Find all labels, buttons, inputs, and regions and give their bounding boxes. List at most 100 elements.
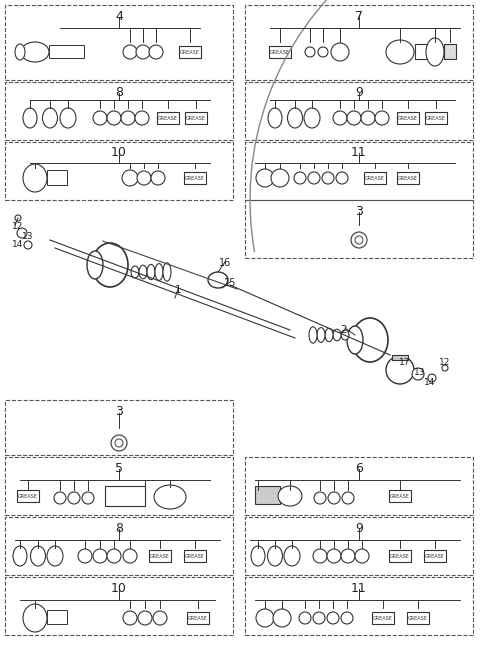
Ellipse shape xyxy=(23,164,47,192)
Text: 17: 17 xyxy=(399,358,411,367)
Bar xyxy=(397,172,419,184)
Circle shape xyxy=(318,47,328,57)
Text: 14: 14 xyxy=(12,240,24,249)
Ellipse shape xyxy=(386,40,414,64)
Text: 9: 9 xyxy=(355,522,363,535)
Circle shape xyxy=(386,356,414,384)
Ellipse shape xyxy=(325,329,333,342)
Bar xyxy=(245,457,473,515)
Ellipse shape xyxy=(92,243,128,287)
Circle shape xyxy=(137,171,151,185)
Bar xyxy=(47,170,67,185)
Bar xyxy=(185,112,207,124)
Ellipse shape xyxy=(352,318,388,362)
Circle shape xyxy=(333,111,347,125)
Circle shape xyxy=(273,609,291,627)
Circle shape xyxy=(153,611,167,625)
Circle shape xyxy=(294,172,306,184)
Text: 10: 10 xyxy=(111,146,127,159)
Circle shape xyxy=(331,43,349,61)
Bar xyxy=(5,577,233,635)
Text: 7: 7 xyxy=(355,10,363,23)
Text: GREASE: GREASE xyxy=(398,115,418,121)
Text: 11: 11 xyxy=(351,146,367,159)
Text: GREASE: GREASE xyxy=(425,554,445,558)
Bar xyxy=(5,5,233,80)
Circle shape xyxy=(412,368,424,380)
Bar xyxy=(157,112,179,124)
Bar xyxy=(105,486,145,506)
Text: GREASE: GREASE xyxy=(398,176,418,180)
Circle shape xyxy=(135,111,149,125)
Ellipse shape xyxy=(341,330,349,340)
Text: GREASE: GREASE xyxy=(373,615,393,621)
Bar xyxy=(269,46,291,58)
Text: 16: 16 xyxy=(219,258,231,268)
Circle shape xyxy=(313,612,325,624)
Ellipse shape xyxy=(131,266,139,278)
Circle shape xyxy=(341,612,353,624)
Bar xyxy=(149,550,171,562)
Text: GREASE: GREASE xyxy=(270,49,290,54)
Ellipse shape xyxy=(347,326,363,354)
Text: 2: 2 xyxy=(340,325,347,335)
Ellipse shape xyxy=(288,108,302,128)
Circle shape xyxy=(149,45,163,59)
Circle shape xyxy=(17,228,27,238)
Circle shape xyxy=(305,47,315,57)
Text: 8: 8 xyxy=(115,86,123,99)
Ellipse shape xyxy=(13,546,27,566)
Bar xyxy=(444,44,456,59)
Circle shape xyxy=(355,549,369,563)
Ellipse shape xyxy=(23,108,37,128)
Bar xyxy=(47,610,67,624)
Circle shape xyxy=(322,172,334,184)
Bar xyxy=(255,486,280,504)
Ellipse shape xyxy=(284,546,300,566)
Text: GREASE: GREASE xyxy=(408,615,428,621)
Circle shape xyxy=(138,611,152,625)
Bar xyxy=(425,112,447,124)
Ellipse shape xyxy=(163,263,171,281)
Circle shape xyxy=(115,439,123,447)
Bar xyxy=(5,400,233,455)
Circle shape xyxy=(327,612,339,624)
Text: GREASE: GREASE xyxy=(188,615,208,621)
Circle shape xyxy=(54,492,66,504)
Ellipse shape xyxy=(154,485,186,509)
Circle shape xyxy=(271,169,289,187)
Circle shape xyxy=(111,435,127,451)
Ellipse shape xyxy=(43,108,58,128)
Circle shape xyxy=(328,492,340,504)
Text: 3: 3 xyxy=(355,205,363,218)
Ellipse shape xyxy=(333,329,341,341)
Circle shape xyxy=(93,111,107,125)
Ellipse shape xyxy=(60,108,76,128)
Ellipse shape xyxy=(278,486,302,506)
Circle shape xyxy=(351,232,367,248)
Text: GREASE: GREASE xyxy=(18,493,38,499)
Ellipse shape xyxy=(268,108,282,128)
Text: 13: 13 xyxy=(414,368,426,377)
Text: GREASE: GREASE xyxy=(390,493,410,499)
Text: 3: 3 xyxy=(115,405,123,418)
Circle shape xyxy=(313,549,327,563)
Text: 15: 15 xyxy=(224,278,236,288)
Text: GREASE: GREASE xyxy=(150,554,170,558)
Circle shape xyxy=(355,236,363,244)
Ellipse shape xyxy=(208,272,228,288)
Bar xyxy=(245,82,473,140)
Bar xyxy=(49,45,84,58)
Text: 8: 8 xyxy=(115,522,123,535)
Bar xyxy=(245,5,473,80)
Ellipse shape xyxy=(23,604,47,632)
Circle shape xyxy=(15,215,21,221)
Bar xyxy=(407,612,429,624)
Ellipse shape xyxy=(426,38,444,66)
Text: 14: 14 xyxy=(424,378,436,387)
Bar xyxy=(5,457,233,515)
Ellipse shape xyxy=(317,327,325,342)
Bar xyxy=(245,577,473,635)
Circle shape xyxy=(123,549,137,563)
Circle shape xyxy=(122,170,138,186)
